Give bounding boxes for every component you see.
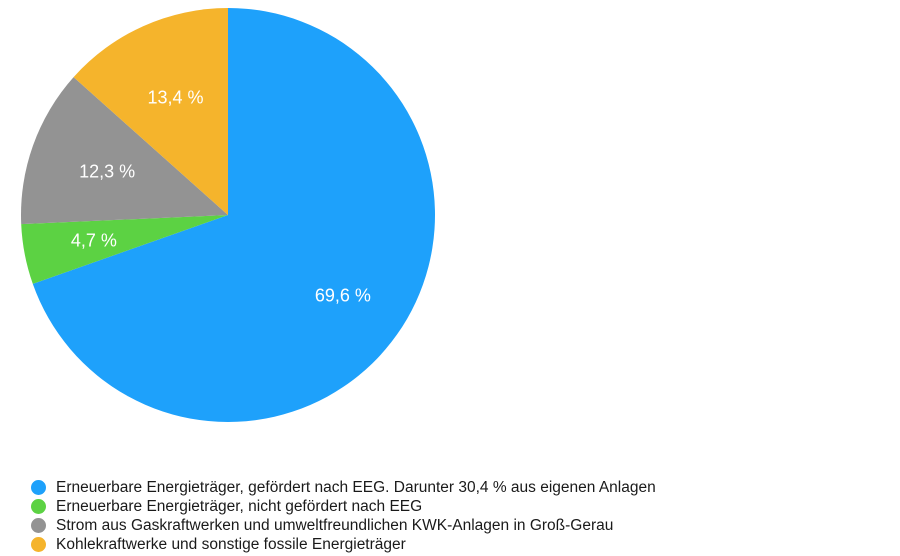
legend-dot-icon xyxy=(31,518,46,533)
legend-item: Strom aus Gaskraftwerken und umweltfreun… xyxy=(31,516,656,535)
legend-item: Erneuerbare Energieträger, nicht geförde… xyxy=(31,497,656,516)
legend-label: Erneuerbare Energieträger, gefördert nac… xyxy=(56,478,656,496)
pie-slice xyxy=(32,8,436,422)
legend-dot-icon xyxy=(31,480,46,495)
legend-label: Kohlekraftwerke und sonstige fossile Ene… xyxy=(56,535,406,553)
legend-label: Erneuerbare Energieträger, nicht geförde… xyxy=(56,497,423,515)
slice-value-label: 12,3 % xyxy=(79,161,136,182)
legend-dot-icon xyxy=(31,537,46,552)
pie-slice xyxy=(73,8,228,215)
legend-item: Kohlekraftwerke und sonstige fossile Ene… xyxy=(31,535,656,554)
slice-value-label: 4,7 % xyxy=(70,230,117,251)
pie-chart xyxy=(21,8,436,422)
pie-slice xyxy=(21,215,229,284)
legend-label: Strom aus Gaskraftwerken und umweltfreun… xyxy=(56,516,614,534)
legend-dot-icon xyxy=(31,499,46,514)
legend: Erneuerbare Energieträger, gefördert nac… xyxy=(31,478,656,554)
slice-value-label: 13,4 % xyxy=(147,87,204,108)
pie-slice xyxy=(21,77,228,225)
slice-value-label: 69,6 % xyxy=(314,285,371,306)
legend-item: Erneuerbare Energieträger, gefördert nac… xyxy=(31,478,656,497)
